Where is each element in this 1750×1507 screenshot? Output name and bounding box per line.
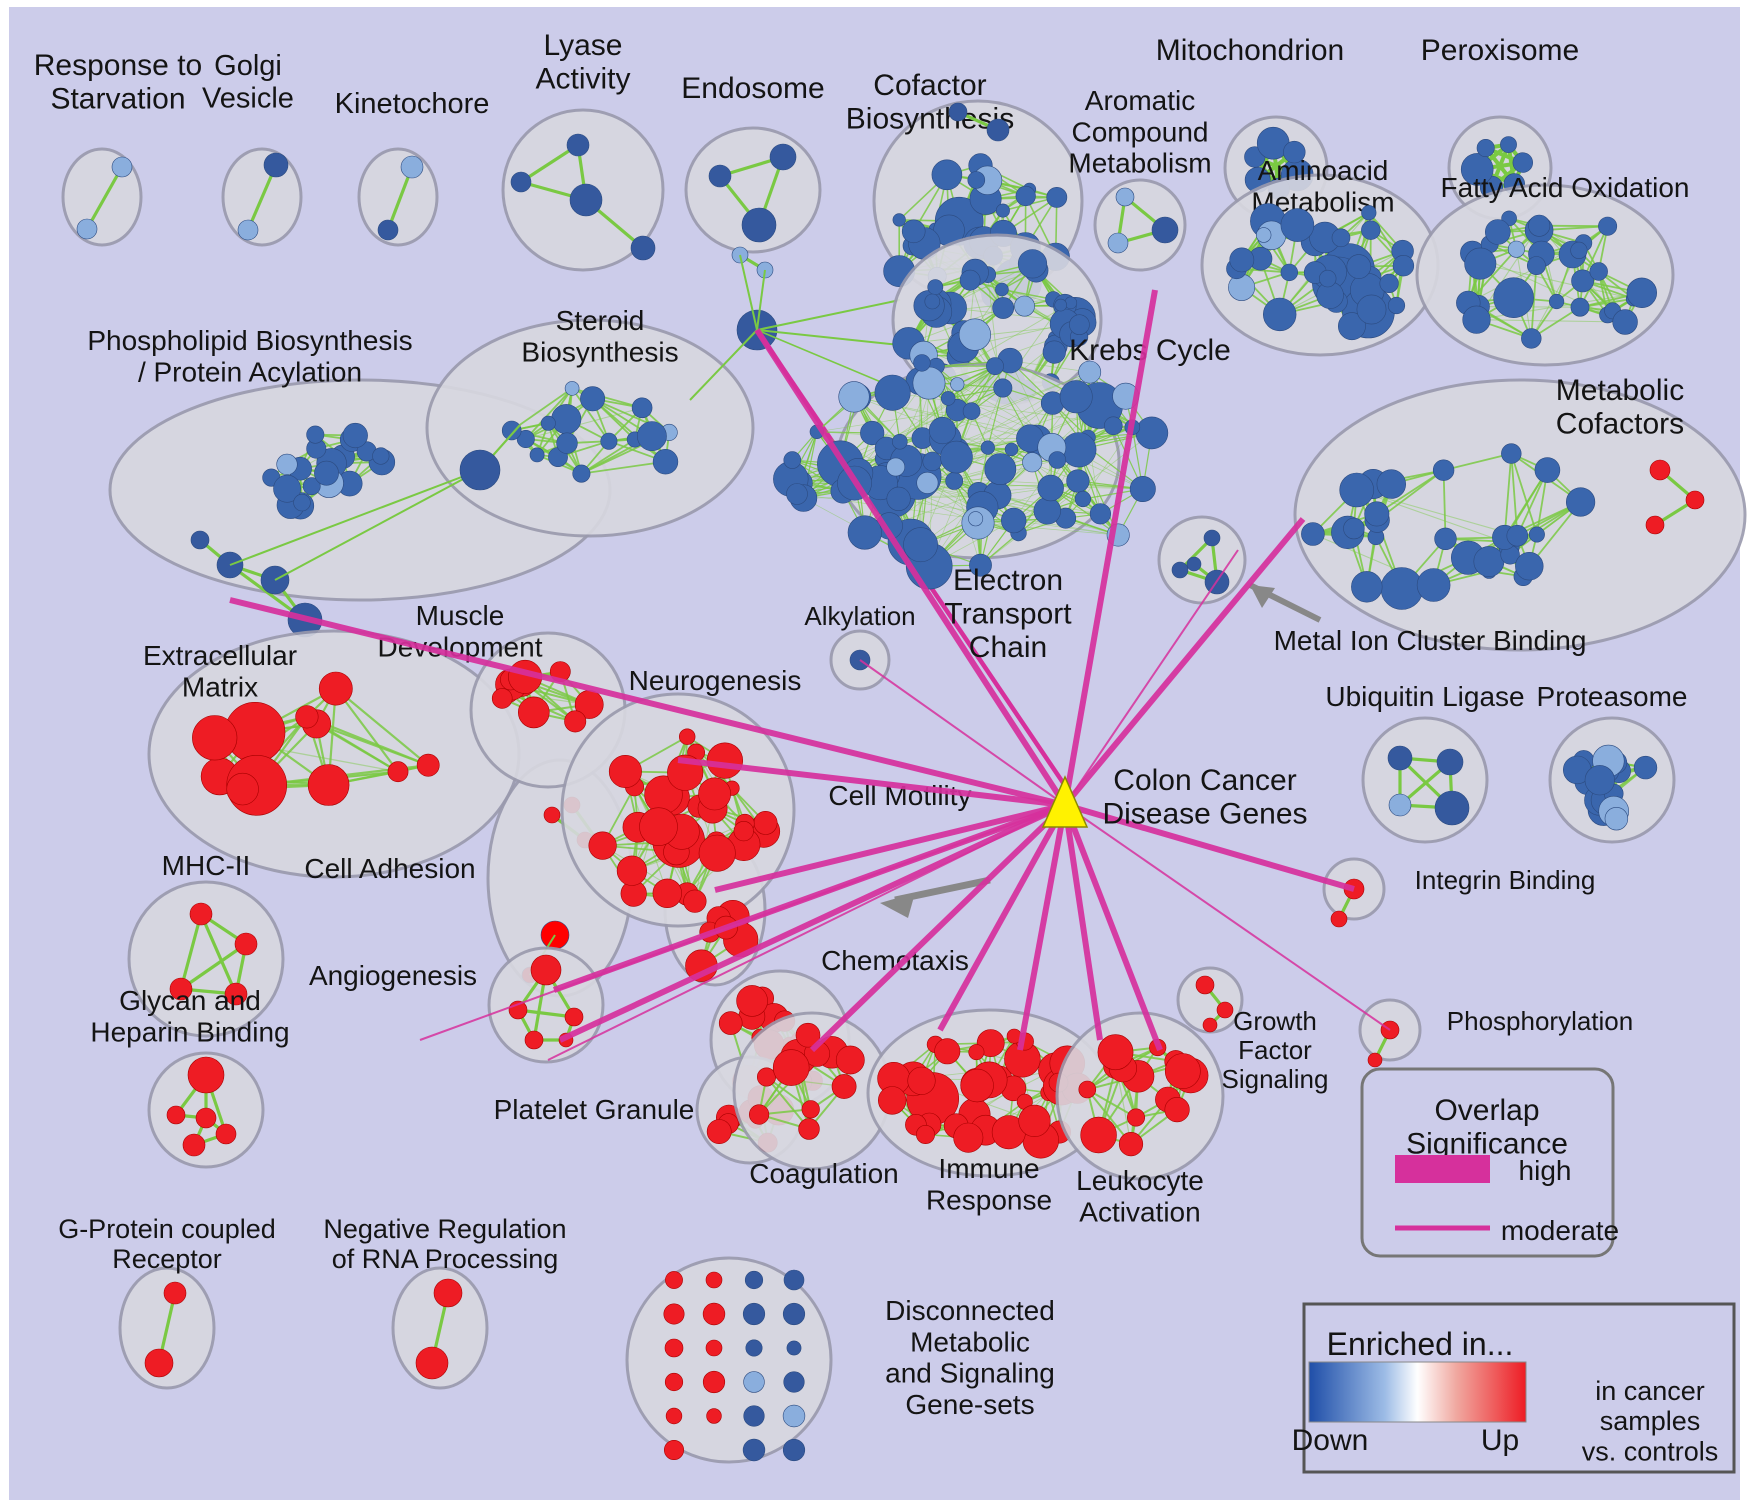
svg-text:Integrin Binding: Integrin Binding — [1415, 865, 1596, 895]
svg-text:Neurogenesis: Neurogenesis — [629, 665, 802, 696]
svg-text:Fatty Acid Oxidation: Fatty Acid Oxidation — [1440, 172, 1689, 203]
svg-text:Mitochondrion: Mitochondrion — [1156, 34, 1344, 67]
svg-text:Angiogenesis: Angiogenesis — [309, 960, 477, 991]
svg-text:Endosome: Endosome — [681, 72, 824, 105]
svg-text:Alkylation: Alkylation — [804, 601, 915, 631]
svg-text:Phosphorylation: Phosphorylation — [1447, 1006, 1633, 1036]
svg-text:MHC-II: MHC-II — [162, 850, 251, 881]
svg-text:Ubiquitin Ligase: Ubiquitin Ligase — [1325, 681, 1524, 712]
svg-text:Metal Ion Cluster Binding: Metal Ion Cluster Binding — [1274, 625, 1587, 656]
svg-text:Coagulation: Coagulation — [749, 1158, 898, 1189]
svg-text:high: high — [1519, 1155, 1572, 1186]
svg-text:Peroxisome: Peroxisome — [1421, 34, 1579, 67]
svg-text:Proteasome: Proteasome — [1537, 681, 1688, 712]
svg-text:Up: Up — [1481, 1424, 1519, 1457]
svg-text:Platelet Granule: Platelet Granule — [494, 1094, 695, 1125]
svg-text:Down: Down — [1292, 1424, 1369, 1457]
svg-text:Enriched in...: Enriched in... — [1327, 1326, 1514, 1362]
svg-text:Kinetochore: Kinetochore — [335, 88, 490, 120]
svg-text:Cell Adhesion: Cell Adhesion — [304, 853, 475, 884]
svg-text:moderate: moderate — [1501, 1215, 1619, 1246]
